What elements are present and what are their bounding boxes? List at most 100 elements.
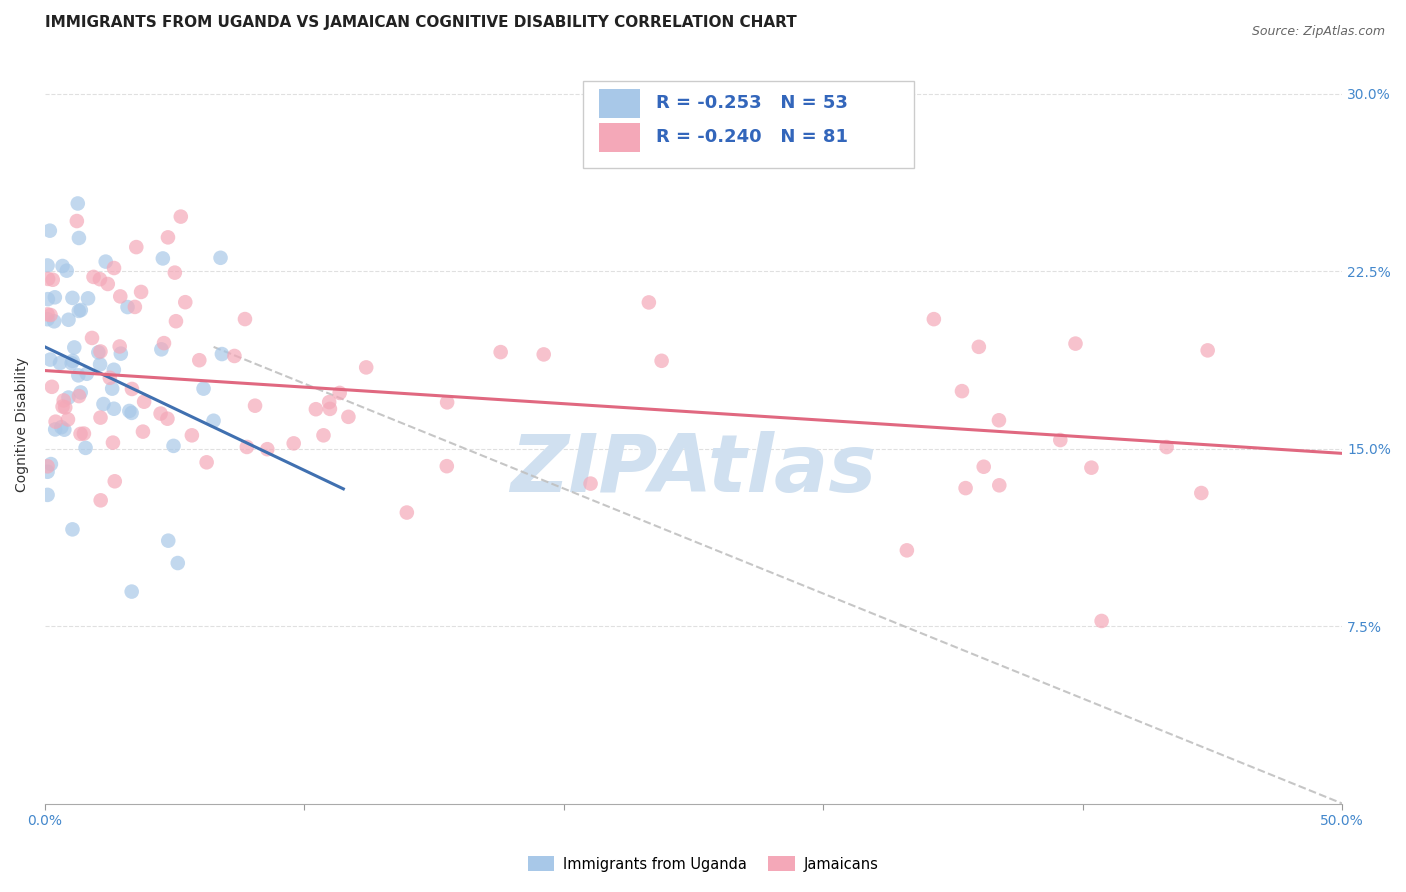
Point xyxy=(67,304,90,318)
Point xyxy=(44,422,66,436)
Point xyxy=(108,339,131,353)
Point xyxy=(42,273,65,287)
Point xyxy=(163,266,186,280)
Point xyxy=(37,488,59,502)
Point xyxy=(37,272,59,286)
Point xyxy=(1197,343,1219,358)
Point xyxy=(110,346,132,360)
Point xyxy=(67,368,90,383)
Point xyxy=(69,303,91,318)
Point xyxy=(124,300,146,314)
Point xyxy=(149,407,172,421)
Text: R = -0.253   N = 53: R = -0.253 N = 53 xyxy=(657,95,848,112)
Point xyxy=(337,409,360,424)
Point xyxy=(58,312,80,326)
Point xyxy=(533,347,555,361)
Point xyxy=(1091,614,1114,628)
Point xyxy=(103,363,125,377)
Point xyxy=(55,263,77,277)
Point xyxy=(243,399,266,413)
Point xyxy=(166,556,188,570)
Point xyxy=(69,426,91,441)
Text: ZIPAtlas: ZIPAtlas xyxy=(510,432,877,509)
Point xyxy=(156,411,179,425)
Point xyxy=(1156,440,1178,454)
Point xyxy=(52,393,75,408)
Point xyxy=(129,285,152,299)
Point xyxy=(41,380,63,394)
Point xyxy=(94,254,117,268)
Bar xyxy=(599,89,640,118)
Point xyxy=(98,371,121,385)
Point xyxy=(63,341,86,355)
Point xyxy=(312,428,335,442)
Point xyxy=(62,291,84,305)
Text: IMMIGRANTS FROM UGANDA VS JAMAICAN COGNITIVE DISABILITY CORRELATION CHART: IMMIGRANTS FROM UGANDA VS JAMAICAN COGNI… xyxy=(45,15,797,30)
Point xyxy=(44,314,66,328)
Point xyxy=(66,196,89,211)
Point xyxy=(121,584,143,599)
Point xyxy=(202,414,225,428)
Point xyxy=(987,413,1010,427)
Point xyxy=(150,343,173,357)
Point xyxy=(988,478,1011,492)
Point xyxy=(39,457,62,471)
Point xyxy=(1189,486,1212,500)
Point xyxy=(922,312,945,326)
Point xyxy=(318,395,340,409)
Point xyxy=(188,353,211,368)
Point xyxy=(236,440,259,454)
Point xyxy=(53,401,76,415)
Point xyxy=(354,360,377,375)
Point xyxy=(329,386,352,401)
Point xyxy=(283,436,305,450)
Point xyxy=(950,384,973,398)
Point xyxy=(973,459,995,474)
Point xyxy=(319,401,342,416)
Point xyxy=(211,347,233,361)
Point xyxy=(90,493,112,508)
Point xyxy=(93,397,115,411)
Point xyxy=(180,428,202,442)
Text: Source: ZipAtlas.com: Source: ZipAtlas.com xyxy=(1251,25,1385,38)
Point xyxy=(489,345,512,359)
Point xyxy=(101,382,124,396)
Point xyxy=(651,353,673,368)
FancyBboxPatch shape xyxy=(583,80,914,168)
Point xyxy=(637,295,659,310)
Point xyxy=(104,475,127,489)
Point xyxy=(896,543,918,558)
Point xyxy=(195,455,218,469)
Text: R = -0.240   N = 81: R = -0.240 N = 81 xyxy=(657,128,848,146)
Point xyxy=(69,385,91,400)
Point xyxy=(37,459,59,474)
Point xyxy=(37,292,59,306)
Point xyxy=(51,420,73,434)
Point xyxy=(83,269,105,284)
Point xyxy=(103,260,125,275)
Point xyxy=(49,356,72,370)
Point xyxy=(56,412,79,426)
Y-axis label: Cognitive Disability: Cognitive Disability xyxy=(15,358,30,492)
Point xyxy=(62,354,84,368)
Point xyxy=(118,404,141,418)
Point xyxy=(305,402,328,417)
Point xyxy=(955,481,977,495)
Point xyxy=(174,295,197,310)
Point xyxy=(224,349,246,363)
Point xyxy=(37,465,59,479)
Point xyxy=(52,400,75,414)
Point xyxy=(132,394,155,409)
Point xyxy=(38,224,60,238)
Point xyxy=(67,231,90,245)
Point xyxy=(89,410,111,425)
Point xyxy=(125,240,148,254)
Point xyxy=(51,259,73,273)
Point xyxy=(193,382,215,396)
Point xyxy=(157,533,180,548)
Point xyxy=(209,251,232,265)
Point xyxy=(89,272,111,286)
Point xyxy=(97,277,120,291)
Point xyxy=(579,476,602,491)
Point xyxy=(165,314,187,328)
